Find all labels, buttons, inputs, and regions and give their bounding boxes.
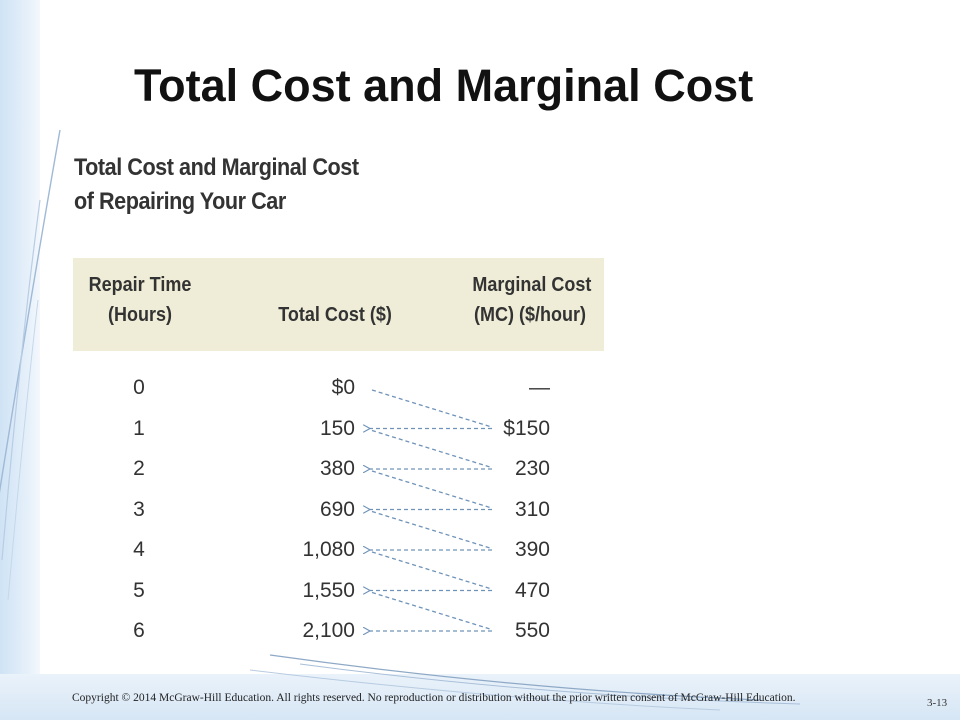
cell-marginal-cost: 230 (514, 457, 550, 480)
arrow-diagonal-row-6 (371, 591, 491, 630)
cell-marginal-cost: — (529, 376, 550, 399)
arrow-diagonal-row-4 (371, 510, 491, 549)
slide-title: Total Cost and Marginal Cost (134, 60, 754, 111)
figure-title-line-1: Total Cost and Marginal Cost (74, 154, 359, 181)
column-header-repair-time: Repair Time (Hours) (88, 270, 192, 330)
arrow-diagonal-row-2 (371, 429, 491, 468)
cell-hours: 5 (133, 578, 145, 602)
left-decor-band (0, 0, 40, 720)
page-number: 3-13 (927, 697, 948, 709)
bottom-decor-band (0, 674, 960, 720)
figure-title: Total Cost and Marginal Cost of Repairin… (74, 151, 359, 219)
cell-total-cost: 380 (319, 457, 355, 480)
column-header-marginal-cost-line-1: Marginal Cost (472, 274, 592, 296)
column-header-repair-time-line-1: Repair Time (88, 274, 192, 296)
cell-marginal-cost: 550 (514, 619, 550, 642)
figure-title-line-2: of Repairing Your Car (74, 188, 286, 215)
column-header-total-cost: Total Cost ($) (278, 300, 392, 330)
cell-total-cost: 690 (319, 497, 355, 521)
column-header-total-cost-label: Total Cost ($) (278, 304, 392, 326)
cell-total-cost: 150 (319, 416, 355, 440)
cell-total-cost: $0 (331, 376, 355, 399)
cell-hours: 3 (133, 497, 145, 521)
column-header-marginal-cost-line-2: (MC) ($/hour) (474, 304, 586, 326)
cell-marginal-cost: $150 (503, 416, 550, 440)
cell-total-cost: 1,080 (302, 538, 355, 561)
arrow-diagonal-row-1 (371, 389, 491, 428)
arrow-diagonal-row-5 (371, 551, 491, 590)
cell-hours: 6 (133, 619, 145, 642)
cell-hours: 2 (133, 457, 145, 480)
arrow-diagonal-row-3 (371, 470, 491, 509)
column-header-repair-time-line-2: (Hours) (107, 304, 172, 326)
cell-total-cost: 2,100 (302, 619, 355, 642)
cell-total-cost: 1,550 (302, 578, 355, 602)
cell-hours: 0 (133, 376, 145, 399)
cell-marginal-cost: 310 (514, 497, 550, 521)
cell-marginal-cost: 470 (514, 578, 550, 602)
column-header-marginal-cost: Marginal Cost (MC) ($/hour) (472, 270, 592, 330)
copyright-footer: Copyright © 2014 McGraw-Hill Education. … (72, 692, 796, 704)
cell-hours: 4 (133, 538, 145, 561)
table-header-background (73, 258, 604, 351)
cell-marginal-cost: 390 (514, 538, 550, 561)
cell-hours: 1 (133, 416, 145, 440)
